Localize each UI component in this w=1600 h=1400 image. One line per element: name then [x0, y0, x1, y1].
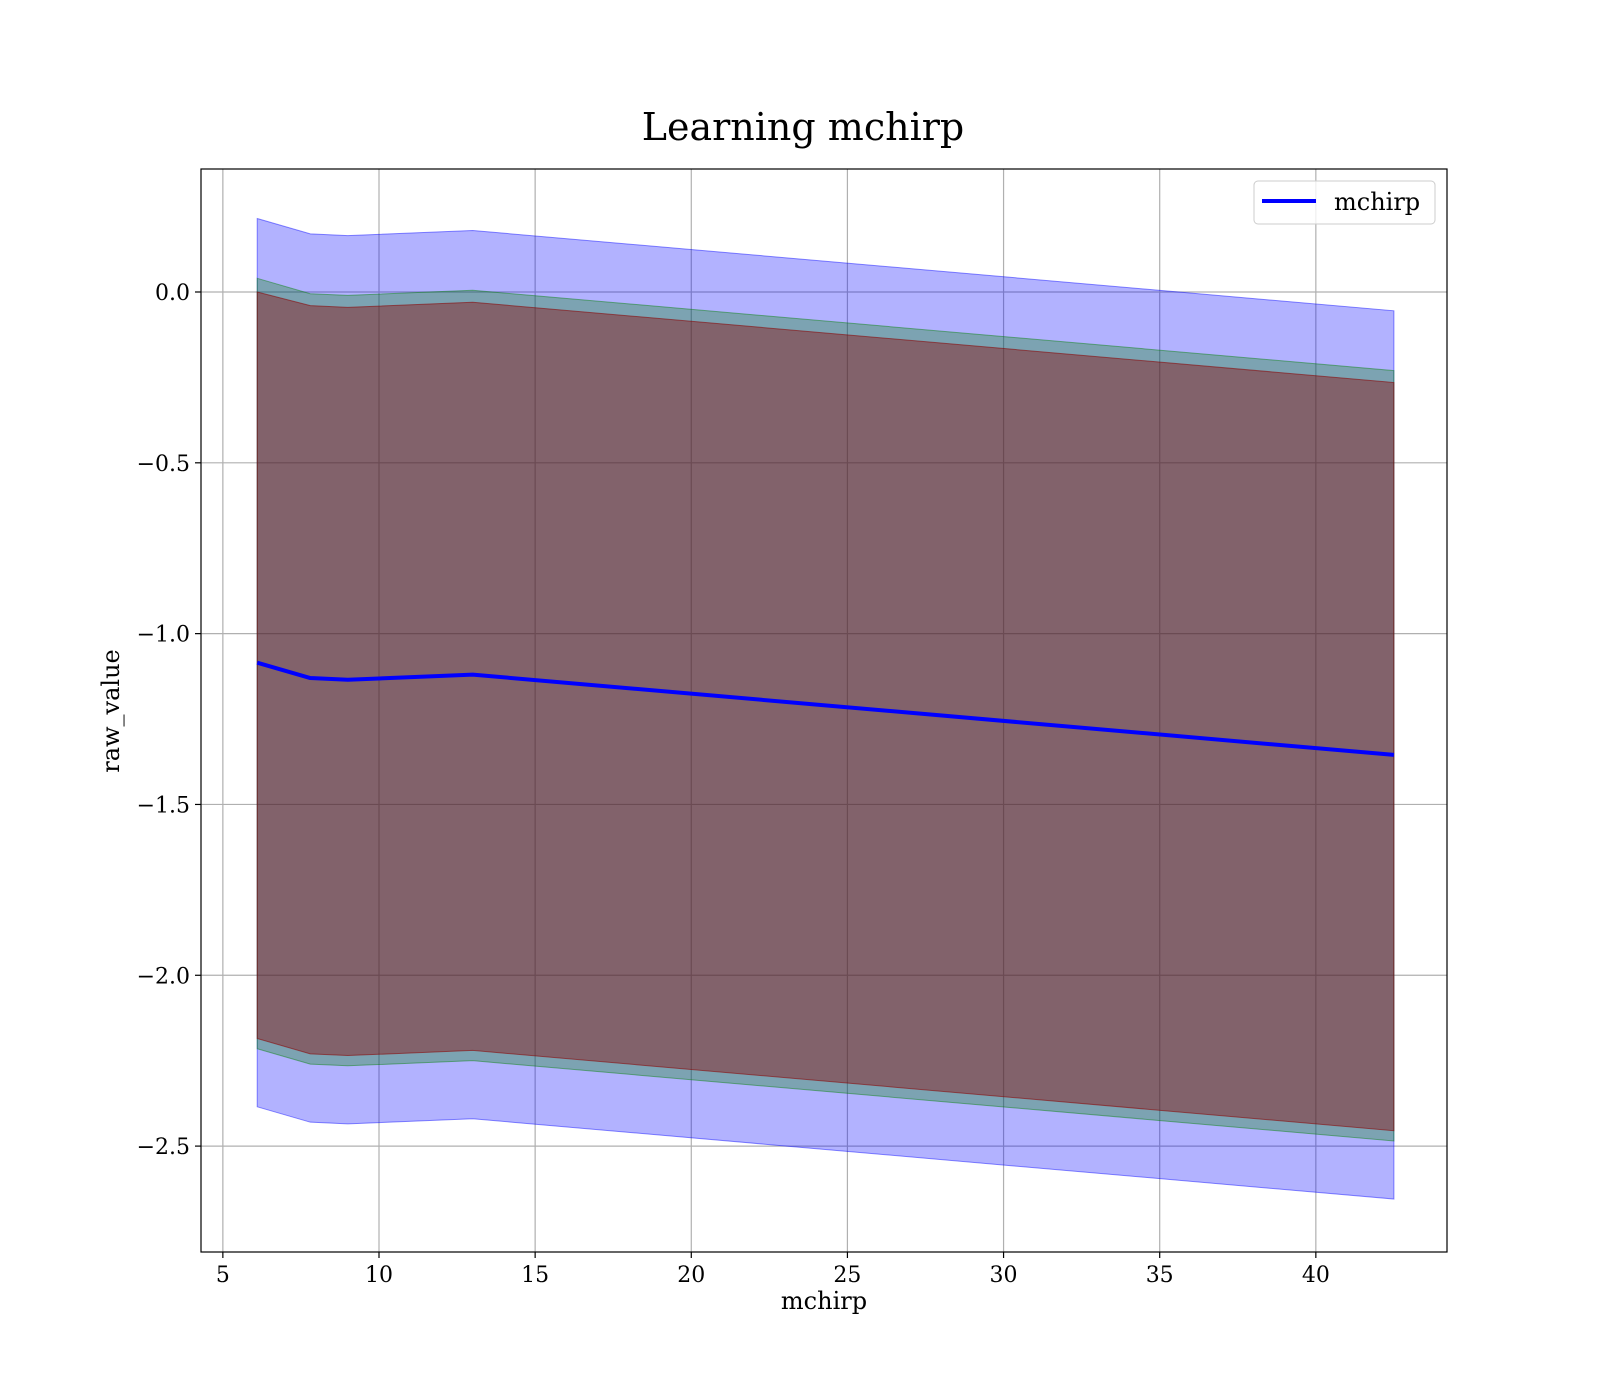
series-lines — [256, 660, 1395, 757]
band-2 — [256, 291, 1395, 1132]
x-tick-label: 35 — [1146, 1263, 1174, 1288]
y-tick-label: −2.5 — [137, 1135, 190, 1160]
y-tick-label: 0.0 — [155, 281, 190, 306]
x-tick-label: 15 — [521, 1263, 549, 1288]
axis-ticks: 5 10 15 20 25 30 35 40 0.0 −0.5 −1.0 −1.5 −2.0 −2.5 — [137, 281, 1330, 1288]
legend-label-mchirp: mchirp — [1334, 188, 1420, 216]
band-0 — [256, 217, 1395, 1200]
y-tick-label: −1.5 — [137, 793, 190, 818]
x-tick-label: 20 — [677, 1263, 705, 1288]
chart-title: Learning mchirp — [642, 105, 964, 149]
x-axis-label: mchirp — [781, 1287, 867, 1315]
y-axis-label: raw_value — [97, 649, 125, 773]
series-line-mchirp — [256, 660, 1395, 757]
x-tick-label: 5 — [216, 1263, 230, 1288]
x-tick-label: 25 — [833, 1263, 861, 1288]
plot-frame — [200, 168, 1448, 1253]
legend-box — [1253, 180, 1436, 225]
x-tick-label: 30 — [990, 1263, 1018, 1288]
y-tick-label: −2.0 — [137, 964, 190, 989]
y-tick-label: −1.0 — [137, 623, 190, 648]
confidence-bands — [256, 217, 1395, 1200]
band-1 — [256, 277, 1395, 1142]
x-tick-label: 40 — [1302, 1263, 1330, 1288]
y-tick-label: −0.5 — [137, 452, 190, 477]
x-tick-label: 10 — [365, 1263, 393, 1288]
grid-lines — [201, 169, 1447, 1252]
legend: mchirp — [1253, 180, 1436, 225]
